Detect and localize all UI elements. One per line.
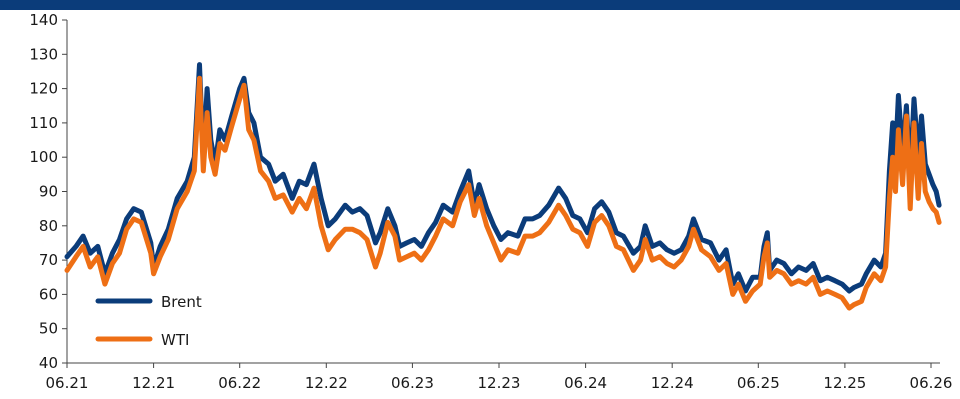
y-tick-label: 50 (39, 320, 58, 338)
x-tick-label: 12.25 (823, 374, 866, 392)
x-tick-label: 06.26 (910, 374, 953, 392)
y-tick-label: 100 (29, 148, 58, 166)
legend: Brent WTI (95, 293, 202, 349)
series-line-wti (64, 75, 942, 311)
y-axis: 40 50 60 70 80 90 100 110 120 130 140 (29, 11, 68, 372)
y-tick-label: 130 (29, 45, 58, 63)
header-bar (0, 0, 960, 10)
x-tick-label: 12.23 (478, 374, 521, 392)
x-axis: 06.21 12.21 06.22 12.22 06.23 12.23 06.24 12.24… (46, 362, 953, 392)
y-tick-label: 80 (39, 217, 58, 235)
y-tick-label: 90 (39, 183, 58, 201)
y-tick-label: 70 (39, 251, 58, 269)
x-tick-label: 12.21 (132, 374, 175, 392)
x-tick-label: 06.25 (737, 374, 780, 392)
x-tick-label: 12.22 (305, 374, 348, 392)
x-tick-label: 06.23 (391, 374, 434, 392)
x-tick-label: 06.24 (564, 374, 607, 392)
y-tick-label: 140 (29, 11, 58, 29)
y-tick-label: 110 (29, 114, 58, 132)
legend-label-wti: WTI (161, 331, 189, 349)
y-tick-label: 60 (39, 285, 58, 303)
x-tick-label: 06.22 (218, 374, 261, 392)
legend-label-brent: Brent (161, 293, 202, 311)
x-tick-label: 12.24 (651, 374, 694, 392)
y-tick-label: 120 (29, 80, 58, 98)
series-layer (64, 62, 942, 311)
y-tick-label: 40 (39, 354, 58, 372)
x-tick-label: 06.21 (46, 374, 89, 392)
